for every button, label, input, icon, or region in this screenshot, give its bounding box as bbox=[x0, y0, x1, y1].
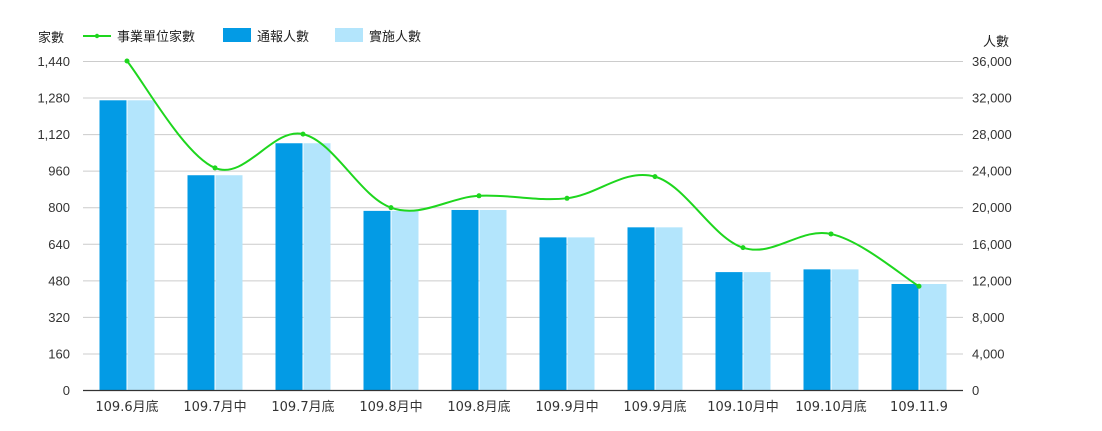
right-tick-label: 4,000 bbox=[972, 346, 1005, 361]
right-axis-title: 人數 bbox=[983, 35, 1009, 50]
bar-implemented[interactable] bbox=[391, 210, 419, 390]
right-tick-label: 8,000 bbox=[972, 310, 1005, 325]
right-tick-label: 28,000 bbox=[972, 127, 1012, 142]
right-tick-label: 36,000 bbox=[972, 54, 1012, 69]
x-tick-label: 109.8月底 bbox=[447, 399, 510, 415]
right-tick-label: 32,000 bbox=[972, 91, 1012, 106]
bar-reported[interactable] bbox=[803, 269, 831, 390]
line-path bbox=[126, 60, 920, 288]
legend-swatch-icon bbox=[223, 28, 251, 42]
x-tick-label: 109.9月底 bbox=[623, 399, 686, 415]
legend-label-line: 事業單位家數 bbox=[117, 29, 195, 45]
line-point[interactable] bbox=[916, 283, 922, 289]
right-tick-label: 20,000 bbox=[972, 200, 1012, 215]
x-tick-label: 109.10月中 bbox=[707, 400, 779, 415]
x-tick-label: 109.8月中 bbox=[359, 400, 422, 415]
line-point[interactable] bbox=[828, 231, 834, 237]
right-tick-label: 0 bbox=[972, 383, 979, 398]
left-tick-label: 800 bbox=[48, 200, 70, 215]
bar-reported[interactable] bbox=[275, 143, 303, 390]
line-point[interactable] bbox=[652, 174, 658, 180]
x-tick-label: 109.7月底 bbox=[271, 399, 334, 415]
legend-item-line[interactable]: 事業單位家數 bbox=[83, 29, 195, 45]
legend-label-bar1: 通報人數 bbox=[257, 30, 309, 45]
legend-label-bar2: 實施人數 bbox=[369, 29, 421, 45]
right-y-axis: 0 4,000 8,000 12,000 16,000 20,000 24,000 28,00… bbox=[972, 54, 1012, 398]
right-tick-label: 12,000 bbox=[972, 273, 1012, 288]
bar-implemented[interactable] bbox=[479, 209, 507, 390]
legend-marker-icon bbox=[94, 33, 100, 39]
x-axis-labels: 109.6月底 109.7月中 109.7月底 109.8月中 109.8月底 109.9… bbox=[95, 399, 948, 415]
left-tick-label: 1,440 bbox=[37, 54, 70, 69]
line-point[interactable] bbox=[564, 195, 570, 201]
bar-implemented[interactable] bbox=[743, 272, 771, 390]
line-point[interactable] bbox=[124, 58, 130, 64]
bar-implemented[interactable] bbox=[919, 283, 947, 390]
bar-reported[interactable] bbox=[627, 227, 655, 390]
x-tick-label: 109.9月中 bbox=[535, 400, 598, 415]
right-tick-label: 24,000 bbox=[972, 164, 1012, 179]
left-tick-label: 640 bbox=[48, 237, 70, 252]
bar-reported[interactable] bbox=[891, 283, 919, 390]
line-point[interactable] bbox=[300, 131, 306, 137]
bar-series bbox=[99, 100, 947, 390]
legend-item-bar2[interactable]: 實施人數 bbox=[335, 28, 421, 45]
bar-reported[interactable] bbox=[187, 175, 215, 390]
left-axis-title: 家數 bbox=[38, 30, 64, 46]
left-tick-label: 480 bbox=[48, 273, 70, 288]
right-tick-label: 16,000 bbox=[972, 237, 1012, 252]
bar-implemented[interactable] bbox=[655, 227, 683, 390]
bar-reported[interactable] bbox=[451, 209, 479, 390]
legend: 事業單位家數 通報人數 實施人數 bbox=[83, 28, 421, 45]
bar-implemented[interactable] bbox=[127, 100, 155, 390]
left-tick-label: 0 bbox=[63, 383, 70, 398]
left-tick-label: 1,120 bbox=[37, 127, 70, 142]
left-tick-label: 1,280 bbox=[37, 91, 70, 106]
x-tick-label: 109.10月底 bbox=[795, 399, 867, 415]
left-tick-label: 320 bbox=[48, 310, 70, 325]
line-point[interactable] bbox=[740, 245, 746, 251]
bar-implemented[interactable] bbox=[215, 175, 243, 390]
bar-implemented[interactable] bbox=[831, 269, 859, 390]
bar-reported[interactable] bbox=[715, 272, 743, 390]
bar-reported[interactable] bbox=[99, 100, 127, 390]
x-tick-label: 109.6月底 bbox=[95, 399, 158, 415]
legend-swatch-icon bbox=[335, 28, 363, 42]
legend-item-bar1[interactable]: 通報人數 bbox=[223, 28, 309, 45]
line-point[interactable] bbox=[388, 205, 394, 211]
bar-implemented[interactable] bbox=[567, 237, 595, 390]
x-tick-label: 109.11.9 bbox=[890, 400, 948, 415]
left-tick-label: 960 bbox=[48, 164, 70, 179]
line-point[interactable] bbox=[476, 193, 482, 199]
x-tick-label: 109.7月中 bbox=[183, 400, 246, 415]
left-tick-label: 160 bbox=[48, 346, 70, 361]
line-series bbox=[124, 58, 922, 289]
gridlines bbox=[83, 61, 963, 355]
bar-implemented[interactable] bbox=[303, 143, 331, 390]
bar-reported[interactable] bbox=[363, 210, 391, 390]
bar-reported[interactable] bbox=[539, 237, 567, 390]
left-y-axis: 0 160 320 480 640 800 960 1,120 1,280 1,440 bbox=[37, 54, 70, 398]
line-point[interactable] bbox=[212, 165, 218, 171]
